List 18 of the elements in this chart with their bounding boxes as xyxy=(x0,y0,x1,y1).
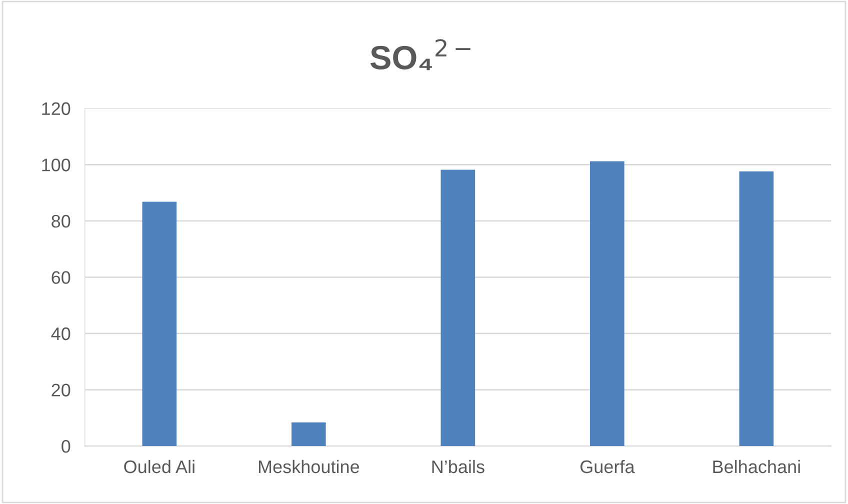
y-tick-label: 0 xyxy=(62,440,70,453)
bar xyxy=(739,171,774,446)
y-tick-label: 20 xyxy=(52,384,70,396)
x-tick-label: Belhachani xyxy=(713,460,800,474)
y-tick-label: 40 xyxy=(51,327,70,340)
y-tick-label: 60 xyxy=(52,271,70,284)
bar xyxy=(142,202,177,446)
x-tick-label: N’bails xyxy=(432,460,484,474)
bar xyxy=(292,422,326,446)
bar xyxy=(440,170,476,446)
chart-title: SO₄$^{2−}$ xyxy=(370,39,470,70)
y-tick-label: 80 xyxy=(52,214,70,228)
y-tick-label: 120 xyxy=(42,102,70,116)
x-tick-label: Guerfa xyxy=(580,460,635,474)
x-tick-label: Meskhoutine xyxy=(258,460,360,474)
y-tick-label: 100 xyxy=(42,158,70,172)
x-tick-label: Ouled Ali xyxy=(124,460,194,474)
bar xyxy=(590,161,624,446)
